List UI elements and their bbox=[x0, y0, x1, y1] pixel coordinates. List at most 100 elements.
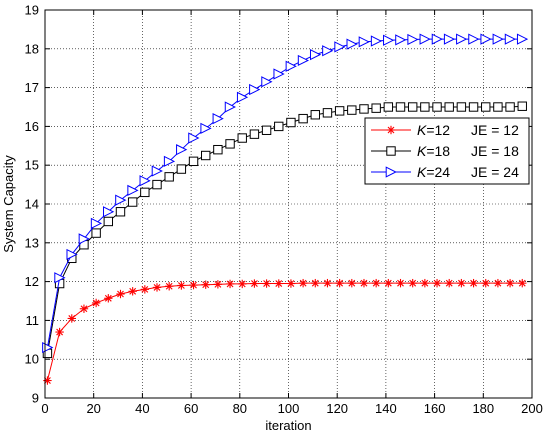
data-point bbox=[516, 33, 529, 45]
y-tick-label: 12 bbox=[25, 274, 39, 289]
data-point bbox=[505, 102, 515, 112]
x-tick-label: 40 bbox=[135, 401, 149, 416]
data-point bbox=[274, 279, 283, 288]
data-point bbox=[43, 376, 52, 385]
legend-item: K=18 JE = 18 bbox=[371, 143, 519, 159]
y-tick-label: 13 bbox=[25, 235, 39, 250]
data-point bbox=[213, 144, 223, 155]
legend-je-label: JE = 18 bbox=[471, 143, 519, 159]
series-2 bbox=[42, 101, 527, 359]
x-axis-label: iteration bbox=[265, 418, 311, 433]
data-point bbox=[212, 113, 224, 125]
y-tick-label: 15 bbox=[25, 158, 39, 173]
data-point bbox=[140, 187, 150, 198]
data-point bbox=[67, 314, 76, 323]
data-point bbox=[347, 278, 357, 288]
data-point bbox=[127, 184, 139, 197]
data-point bbox=[151, 165, 163, 177]
data-point bbox=[468, 33, 480, 45]
data-point bbox=[224, 101, 236, 113]
data-point bbox=[469, 278, 478, 288]
data-point bbox=[189, 280, 198, 290]
data-point bbox=[468, 102, 479, 112]
data-point bbox=[384, 278, 393, 288]
y-tick-label: 17 bbox=[25, 80, 39, 95]
series-line bbox=[46, 38, 523, 348]
legend-marker bbox=[386, 146, 396, 156]
y-axis-label: System Capacity bbox=[1, 155, 16, 253]
legend-label: K=24 bbox=[417, 164, 450, 180]
data-point bbox=[139, 175, 151, 187]
data-point bbox=[492, 33, 504, 45]
data-point bbox=[152, 283, 162, 292]
data-point bbox=[370, 35, 383, 47]
data-point bbox=[309, 49, 322, 61]
data-point bbox=[383, 102, 394, 112]
legend-marker bbox=[385, 166, 397, 178]
data-point bbox=[371, 278, 381, 288]
data-point bbox=[286, 279, 296, 288]
x-tick-label: 0 bbox=[41, 401, 48, 416]
data-point bbox=[431, 33, 443, 45]
legend-je-label: JE = 12 bbox=[471, 122, 519, 138]
data-point bbox=[407, 102, 418, 112]
data-point bbox=[481, 278, 490, 288]
data-point bbox=[91, 228, 101, 238]
data-point bbox=[334, 41, 346, 53]
y-tick-label: 14 bbox=[25, 197, 39, 212]
legend-label: K=12 bbox=[417, 122, 450, 138]
data-point bbox=[201, 280, 210, 289]
legend-je-label: JE = 24 bbox=[471, 164, 519, 180]
data-point bbox=[457, 278, 466, 288]
data-point bbox=[274, 121, 284, 132]
y-tick-label: 18 bbox=[25, 41, 39, 56]
axis-ticks: 0 20 40 60 80 100 120 140 160 180 200 9 10 11 12 13 14 15… bbox=[25, 3, 543, 417]
data-point bbox=[285, 60, 297, 72]
data-point bbox=[456, 102, 467, 112]
legend: K=12 JE = 12 K=18 JE = 18 K=24 JE = 24 bbox=[364, 117, 530, 185]
data-point bbox=[443, 33, 456, 45]
data-point bbox=[250, 279, 259, 288]
x-tick-label: 80 bbox=[233, 401, 247, 416]
series-layer bbox=[42, 33, 529, 385]
data-point bbox=[201, 150, 211, 161]
data-point bbox=[91, 298, 101, 308]
y-tick-label: 10 bbox=[25, 352, 39, 367]
data-point bbox=[152, 179, 162, 190]
data-point bbox=[396, 278, 405, 288]
data-point bbox=[236, 91, 249, 103]
data-point bbox=[395, 102, 406, 112]
data-point bbox=[517, 101, 527, 111]
data-point bbox=[164, 172, 174, 182]
legend-item: K=24 JE = 24 bbox=[371, 164, 519, 180]
y-tick-label: 9 bbox=[32, 391, 39, 406]
data-point bbox=[518, 278, 527, 288]
x-tick-label: 200 bbox=[521, 401, 543, 416]
data-point bbox=[383, 34, 395, 46]
data-point bbox=[334, 106, 345, 116]
data-point bbox=[335, 278, 344, 288]
y-tick-label: 16 bbox=[25, 119, 39, 134]
y-tick-label: 11 bbox=[26, 313, 40, 328]
data-point bbox=[116, 289, 125, 299]
data-point bbox=[444, 102, 454, 112]
data-point bbox=[493, 102, 503, 112]
data-point bbox=[238, 279, 247, 289]
data-point bbox=[78, 233, 90, 245]
data-point bbox=[177, 281, 186, 290]
data-point bbox=[164, 282, 174, 291]
data-point bbox=[79, 304, 89, 313]
data-point bbox=[407, 33, 419, 46]
data-point bbox=[359, 104, 369, 114]
data-point bbox=[188, 132, 200, 144]
data-point bbox=[213, 280, 223, 289]
data-point bbox=[225, 139, 235, 149]
data-point bbox=[128, 287, 137, 296]
data-point bbox=[420, 102, 430, 112]
data-point bbox=[395, 34, 407, 46]
data-point bbox=[66, 248, 78, 261]
data-point bbox=[297, 54, 310, 67]
data-point bbox=[176, 144, 188, 156]
data-point bbox=[176, 164, 187, 174]
